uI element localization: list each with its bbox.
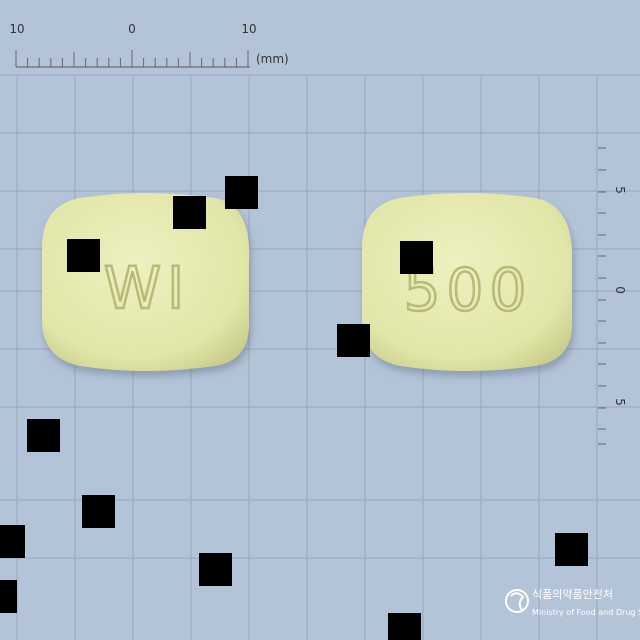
tablet-right-body bbox=[362, 193, 573, 371]
occluder-square bbox=[555, 533, 588, 566]
logo-english-name: Ministry of Food and Drug Safety bbox=[532, 608, 640, 617]
tablet-right: 500 bbox=[362, 193, 573, 371]
right-ruler-label-bottom: 5 bbox=[613, 398, 627, 406]
logo-korean-name: 식품의약품안전처 bbox=[532, 587, 613, 601]
occluder-square bbox=[27, 419, 60, 452]
occluder-square bbox=[225, 176, 258, 209]
occluder-squares bbox=[0, 176, 588, 640]
top-ruler-label-center: 0 bbox=[128, 22, 136, 36]
occluder-square bbox=[400, 241, 433, 274]
tablet-left-imprint: WI bbox=[104, 254, 190, 322]
top-ruler-unit: (mm) bbox=[256, 52, 289, 66]
occluder-square bbox=[0, 580, 17, 613]
occluder-square bbox=[82, 495, 115, 528]
occluder-square bbox=[67, 239, 100, 272]
occluder-square bbox=[173, 196, 206, 229]
occluder-square bbox=[199, 553, 232, 586]
top-ruler: 10 0 10 (mm) bbox=[9, 22, 289, 68]
mfds-emblem-icon bbox=[505, 589, 529, 613]
top-ruler-label-right: 10 bbox=[241, 22, 256, 36]
top-ruler-label-left: 10 bbox=[9, 22, 24, 36]
right-ruler-label-center: 0 bbox=[613, 286, 627, 294]
top-ruler-ticks bbox=[15, 50, 249, 67]
right-ruler-label-top: 5 bbox=[613, 186, 627, 194]
occluder-square bbox=[388, 613, 421, 640]
right-ruler-ticks bbox=[598, 147, 606, 445]
occluder-square bbox=[0, 525, 25, 558]
right-ruler: 5 0 5 bbox=[598, 147, 627, 445]
tablet-left-body bbox=[42, 193, 250, 371]
tablet-left: WI bbox=[42, 193, 250, 371]
mfds-logo: 식품의약품안전처 Ministry of Food and Drug Safet… bbox=[505, 587, 640, 617]
occluder-square bbox=[337, 324, 370, 357]
